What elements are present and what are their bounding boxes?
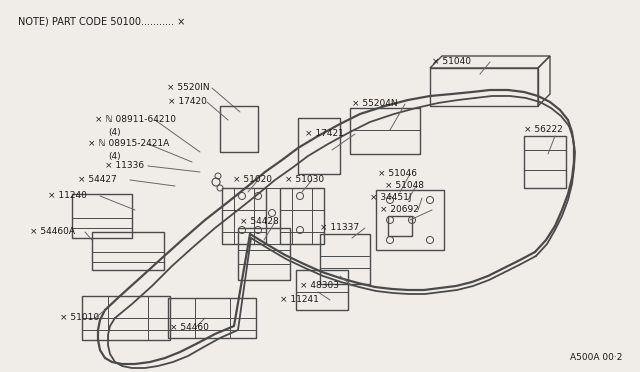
Bar (82, 296, 170, 340)
Text: A500A 00·2: A500A 00·2 (570, 353, 622, 362)
Text: × 55204N: × 55204N (352, 99, 397, 109)
Bar (222, 188, 266, 244)
Bar (388, 216, 412, 236)
Bar (238, 228, 290, 280)
Bar (72, 194, 132, 238)
Text: × 56222: × 56222 (524, 125, 563, 135)
Bar (168, 298, 256, 338)
Bar (220, 106, 258, 152)
Text: × 54427: × 54427 (78, 176, 116, 185)
Text: × 11336: × 11336 (105, 161, 144, 170)
Text: × ℕ 08915-2421A: × ℕ 08915-2421A (88, 140, 169, 148)
Bar (296, 270, 348, 310)
Text: × 54460: × 54460 (170, 324, 209, 333)
Text: NOTE) PART CODE 50100........... ×: NOTE) PART CODE 50100........... × (18, 17, 185, 27)
Text: × 17420: × 17420 (168, 97, 207, 106)
Text: (4): (4) (108, 151, 120, 160)
Text: × 11240: × 11240 (48, 192, 87, 201)
Text: × 51040: × 51040 (432, 58, 471, 67)
Text: (4): (4) (108, 128, 120, 137)
Text: × 5520IN: × 5520IN (168, 83, 210, 93)
Bar (524, 136, 566, 188)
Text: × 11337: × 11337 (320, 224, 359, 232)
Bar (320, 234, 370, 284)
Bar (92, 232, 164, 270)
Text: × 54460A: × 54460A (30, 228, 75, 237)
Text: × 51010: × 51010 (60, 314, 99, 323)
Text: × 17421: × 17421 (305, 129, 344, 138)
Text: × 51048: × 51048 (385, 182, 424, 190)
Bar (280, 188, 324, 244)
Text: × 48303: × 48303 (300, 282, 339, 291)
Bar (350, 108, 420, 154)
Text: × 51046: × 51046 (378, 170, 417, 179)
Text: × 20692: × 20692 (380, 205, 419, 215)
Text: × 11241: × 11241 (280, 295, 319, 305)
Text: × 51020: × 51020 (233, 176, 272, 185)
Bar (298, 118, 340, 174)
Text: × 54428: × 54428 (240, 218, 279, 227)
Bar (430, 68, 538, 106)
Bar (376, 190, 444, 250)
Text: × ℕ 08911-64210: × ℕ 08911-64210 (95, 115, 176, 125)
Text: × 51030: × 51030 (285, 176, 324, 185)
Text: × 34451J: × 34451J (370, 193, 412, 202)
